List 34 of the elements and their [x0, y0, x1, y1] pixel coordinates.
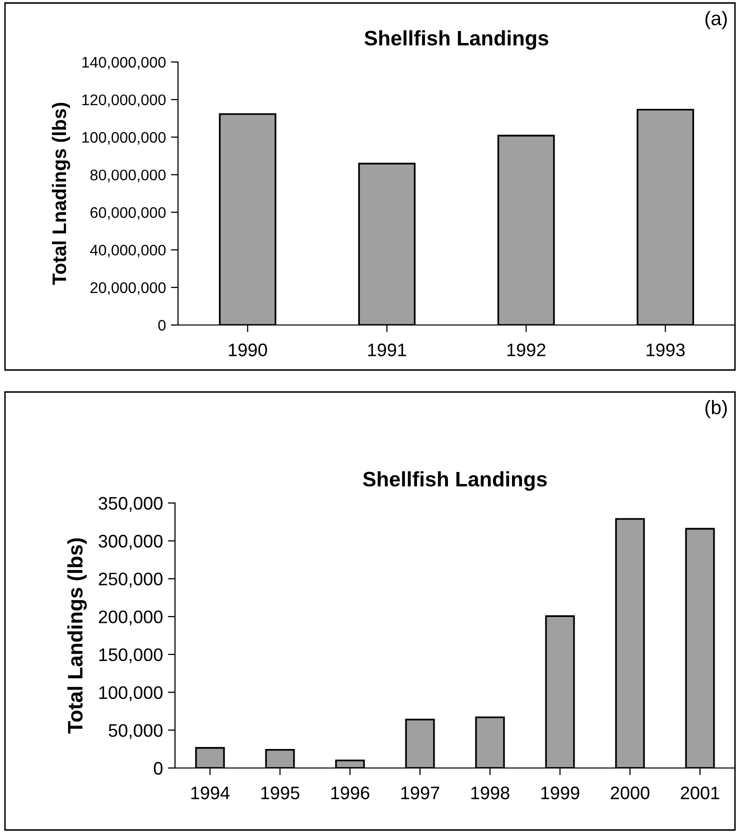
y-tick-label: 140,000,000 [82, 56, 166, 70]
x-tick-label: 1990 [228, 344, 268, 356]
x-tick-label: 1991 [368, 344, 406, 356]
y-tick-label: 50,000 [108, 724, 162, 739]
x-tick-label: 1999 [541, 786, 580, 800]
chart-title: Shellfish Landings [363, 471, 547, 491]
x-tick-label: 2001 [680, 786, 720, 800]
y-tick-label: 250,000 [98, 572, 162, 588]
y-tick-label: 0 [158, 320, 166, 331]
x-tick-label: 1997 [401, 786, 440, 800]
y-tick-label: 40,000,000 [90, 244, 166, 258]
y-tick-label: 0 [154, 762, 162, 775]
x-tick-label: 1992 [507, 344, 546, 356]
y-tick-label: 100,000,000 [82, 132, 166, 145]
y-tick-label: 300,000 [98, 534, 162, 550]
y-tick-label: 60,000,000 [90, 207, 166, 220]
x-tick-label: 2000 [610, 786, 650, 800]
x-tick-label: 1995 [261, 786, 300, 800]
y-tick-label: 150,000 [99, 648, 162, 664]
chart-title: Shellfish Landings [364, 30, 548, 50]
x-tick-label: 1994 [191, 786, 230, 800]
x-tick-label: 1998 [471, 786, 510, 800]
y-tick-label: 200,000 [98, 610, 162, 626]
y-tick-label: 20,000,000 [90, 282, 166, 295]
text: (a) [705, 11, 727, 30]
x-tick-label: 1993 [646, 344, 685, 356]
y-axis-title: Total Lnadings (lbs) [52, 102, 70, 285]
y-tick-label: 350,000 [98, 496, 162, 512]
y-tick-label: 120,000,000 [82, 94, 166, 108]
x-tick-label: 1996 [331, 786, 370, 800]
y-tick-label: 80,000,000 [90, 170, 166, 182]
y-tick-label: 100,000 [99, 686, 162, 702]
y-axis-title: Total Landings (lbs) [67, 538, 87, 734]
text: (b) [705, 400, 727, 418]
